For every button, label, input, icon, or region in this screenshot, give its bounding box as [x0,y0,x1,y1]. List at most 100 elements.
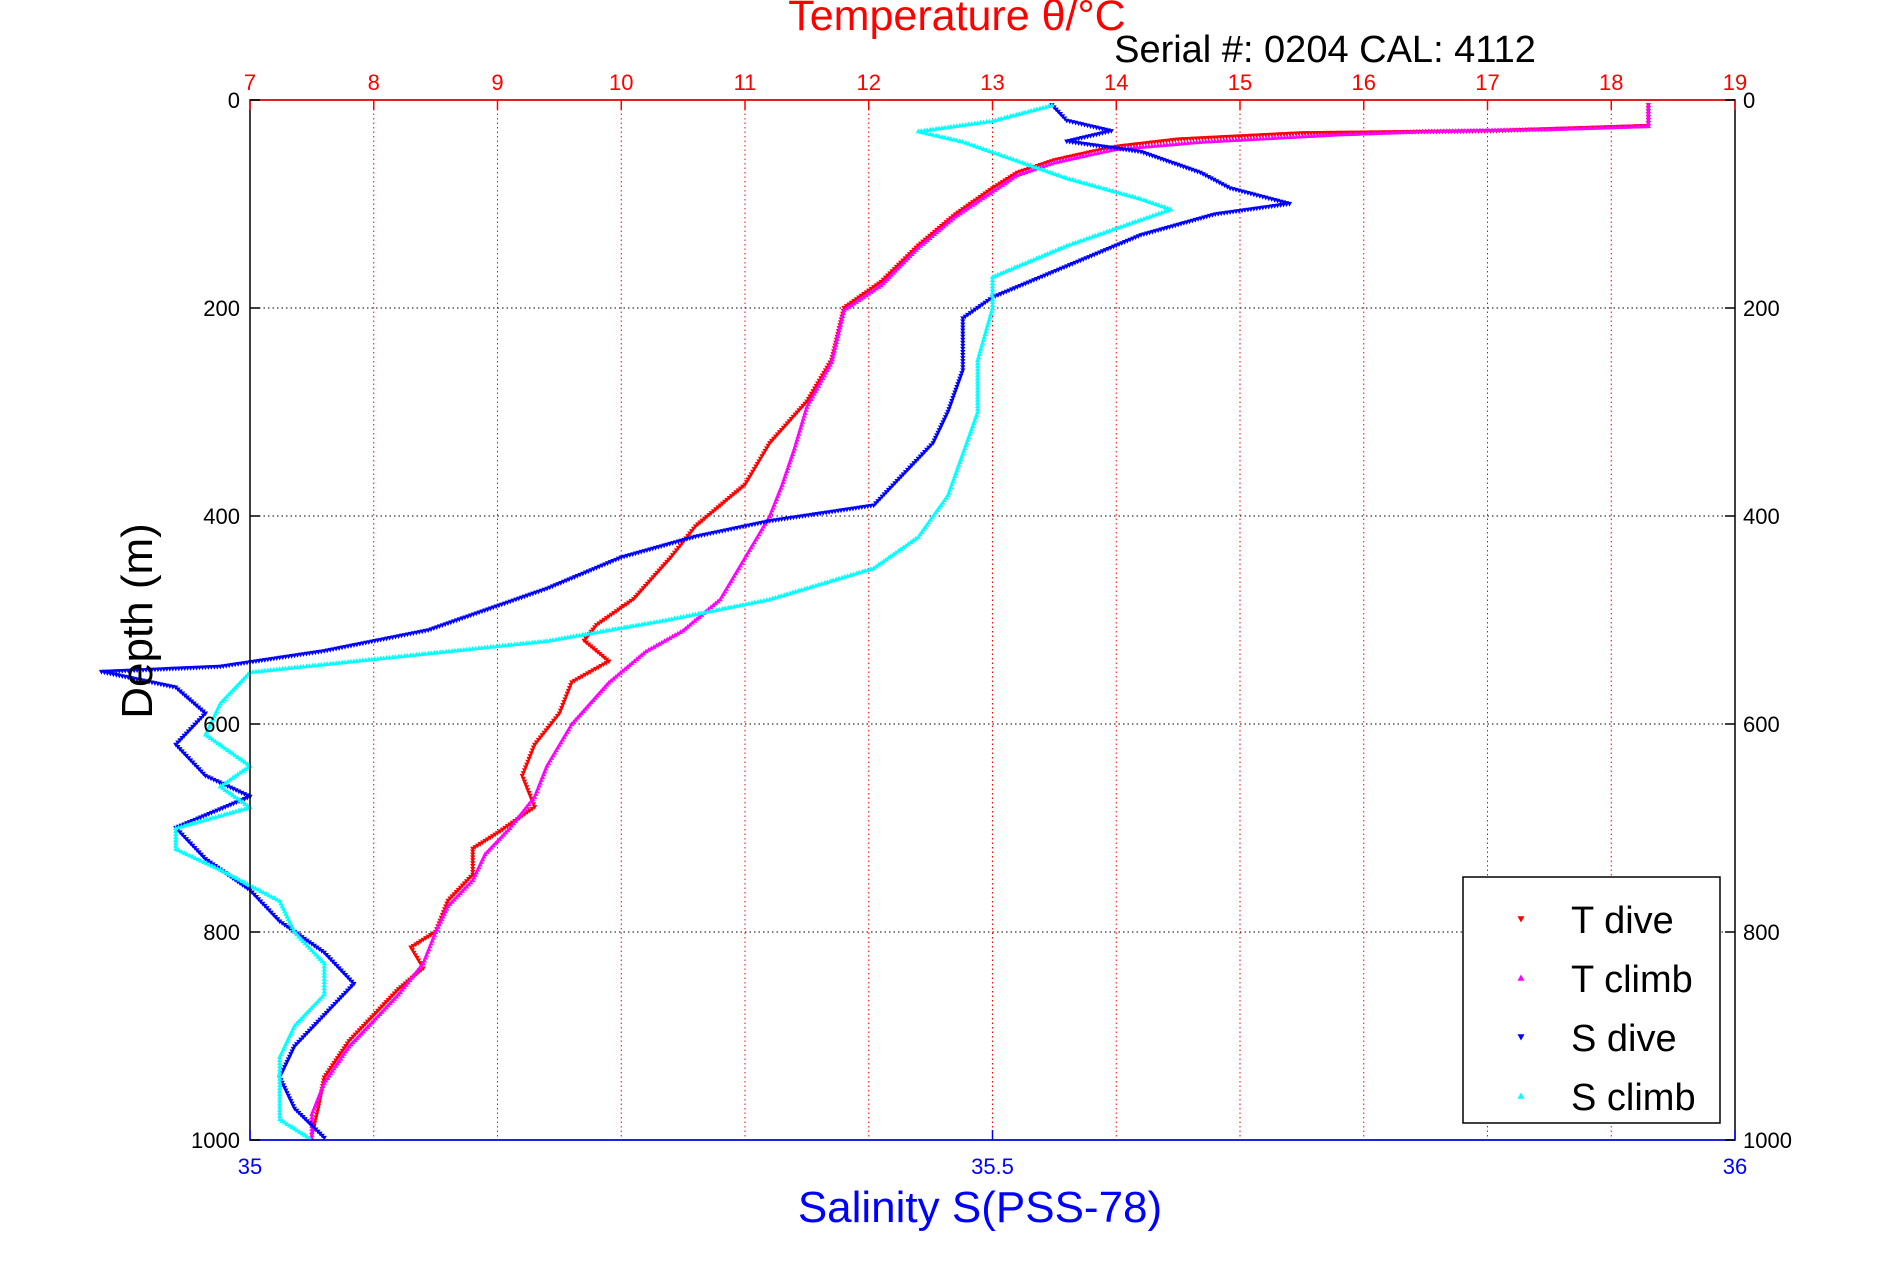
data-point [287,1096,293,1101]
data-point [1025,259,1031,264]
data-point [1118,190,1124,196]
data-point [895,548,902,553]
data-point [215,740,221,746]
data-point [983,328,989,334]
data-point [1156,202,1162,208]
data-point [687,531,693,537]
data-point [1053,171,1059,177]
data-point [321,985,327,991]
data-point [756,459,762,464]
data-point [719,606,725,611]
data-point [876,281,882,287]
data-point [316,947,322,952]
data-point [621,604,627,609]
data-point [873,283,879,289]
data-point [810,583,816,589]
data-point [609,626,615,632]
data-point [975,384,981,390]
data-point [936,227,942,233]
data-point [1069,241,1076,246]
data-point [1214,179,1220,184]
data-point [532,742,538,748]
data-point [945,135,951,141]
data-point [1009,175,1015,181]
data-point [301,936,308,942]
data-point [1028,258,1034,263]
data-point [205,858,211,864]
data-point [288,1052,294,1057]
data-point [1001,115,1007,120]
data-point [181,850,187,855]
data-point [236,876,242,882]
data-point [642,621,648,626]
data-point [752,599,758,605]
data-point [208,776,214,782]
data-point [627,623,633,629]
data-point [615,625,621,631]
data-point [1095,150,1101,155]
data-point [1203,173,1209,179]
data-point [975,375,981,381]
data-point [524,762,530,768]
data-point [962,207,968,212]
data-point [212,738,218,744]
data-point [420,937,426,943]
data-point [692,618,698,623]
data-point [708,604,714,610]
data-point [311,1002,317,1008]
data-point [1092,233,1098,238]
data-point [220,782,226,787]
data-point [211,777,217,783]
data-point [238,807,245,812]
data-point [1067,176,1073,181]
data-point [982,193,988,199]
data-point [205,733,211,739]
data-point [1026,168,1032,174]
data-point [853,570,859,576]
data-point [556,636,562,641]
data-point [598,619,605,625]
legend-entry-label: T dive [1571,900,1674,942]
data-point [561,700,567,705]
data-point [381,1006,387,1012]
data-point [1106,187,1113,193]
data-point [487,835,493,841]
series-s-dive [98,103,1293,1141]
data-point [807,584,813,590]
data-point [680,627,686,633]
data-point [296,1018,302,1024]
data-point [816,581,822,587]
data-point [1001,153,1007,159]
data-point [334,1056,341,1061]
data-point [731,603,737,609]
data-point [975,378,981,384]
data-point [408,945,414,951]
data-point [306,945,312,950]
data-point [227,810,233,815]
data-point [980,195,986,201]
data-point [626,600,632,606]
data-point [306,940,312,945]
data-point [871,287,877,293]
data-point [871,285,877,290]
data-point [686,612,693,618]
data-point [957,210,963,216]
data-point [521,779,528,785]
data-point [494,838,501,844]
data-point [843,305,850,311]
data-point [1006,267,1012,272]
data-point [989,296,996,301]
data-point [682,625,689,631]
data-point [675,630,681,636]
data-point [988,311,994,316]
data-point [960,365,966,370]
data-point [983,147,990,152]
data-point [1000,269,1007,275]
data-point [696,614,702,619]
data-point [661,638,668,643]
data-point [613,673,619,679]
data-point [888,553,894,558]
data-point [936,133,942,139]
tick-label-temperature: 15 [1228,70,1252,95]
data-point [959,371,965,376]
